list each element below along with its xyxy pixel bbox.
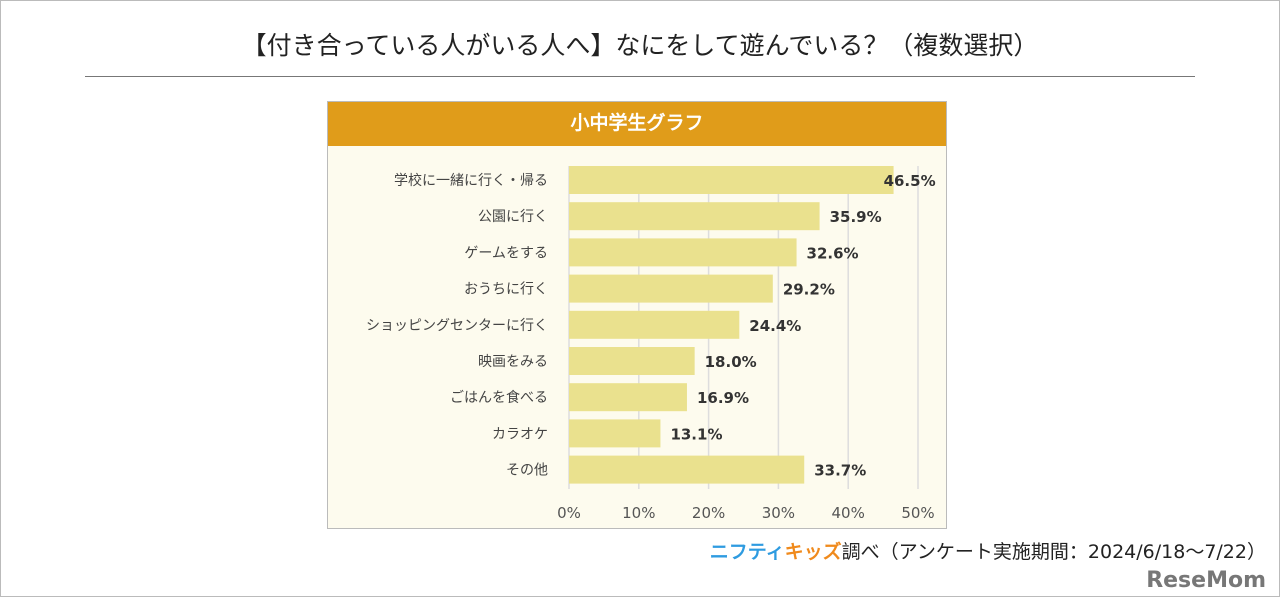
category-label: ショッピングセンターに行く: [366, 318, 548, 334]
bar: [569, 455, 805, 484]
data-label: 46.5%: [884, 172, 936, 190]
data-label: 16.9%: [697, 389, 749, 407]
bar: [569, 238, 797, 267]
watermark-logo: ReseMom: [1146, 568, 1266, 593]
category-label: カラオケ: [492, 426, 548, 442]
source-text: 調べ（アンケート実施期間：2024/6/18～7/22）: [841, 541, 1266, 563]
source-note: ニフティキッズ調べ（アンケート実施期間：2024/6/18～7/22）: [710, 540, 1266, 564]
bar: [569, 274, 773, 303]
category-label: おうちに行く: [464, 282, 548, 298]
data-label: 13.1%: [670, 425, 722, 443]
category-label: 学校に一緒に行く・帰る: [394, 172, 548, 189]
data-label: 32.6%: [807, 244, 859, 262]
bar: [569, 347, 695, 375]
data-label: 29.2%: [783, 281, 835, 299]
data-label: 24.4%: [749, 317, 801, 335]
tick-label: 30%: [762, 504, 795, 522]
data-label: 18.0%: [705, 353, 757, 371]
bar: [569, 202, 820, 231]
data-label: 35.9%: [830, 208, 882, 226]
tick-label: 0%: [557, 504, 581, 522]
brand-kids: キッズ: [784, 541, 842, 563]
category-label: 公園に行く: [478, 209, 548, 225]
chart-panel: 小中学生グラフ 0% 10% 20% 30% 40% 50% 学校に一緒に行く・帰る 46.5…: [327, 101, 947, 529]
bar: [569, 383, 687, 412]
category-label: ごはんを食べる: [450, 389, 548, 406]
category-label: 映画をみる: [478, 354, 548, 370]
tick-label: 20%: [692, 504, 725, 522]
category-label: ゲームをする: [464, 245, 548, 261]
brand-nifty: ニフティ: [709, 541, 785, 563]
bar: [569, 166, 894, 194]
tick-label: 10%: [622, 504, 655, 522]
category-label: その他: [506, 463, 548, 479]
title-divider: [85, 76, 1195, 77]
bar-chart: 0% 10% 20% 30% 40% 50% 学校に一緒に行く・帰る 46.5% 公園に行く 35…: [366, 166, 936, 522]
chart-title: 小中学生グラフ: [328, 102, 946, 146]
page-title: 【付き合っている人がいる人へ】なにをして遊んでいる？（複数選択）: [241, 31, 1039, 60]
data-label: 33.7%: [814, 462, 866, 480]
tick-label: 40%: [832, 504, 865, 522]
bar: [569, 310, 740, 339]
tick-label: 50%: [901, 504, 934, 522]
bar: [569, 419, 661, 448]
